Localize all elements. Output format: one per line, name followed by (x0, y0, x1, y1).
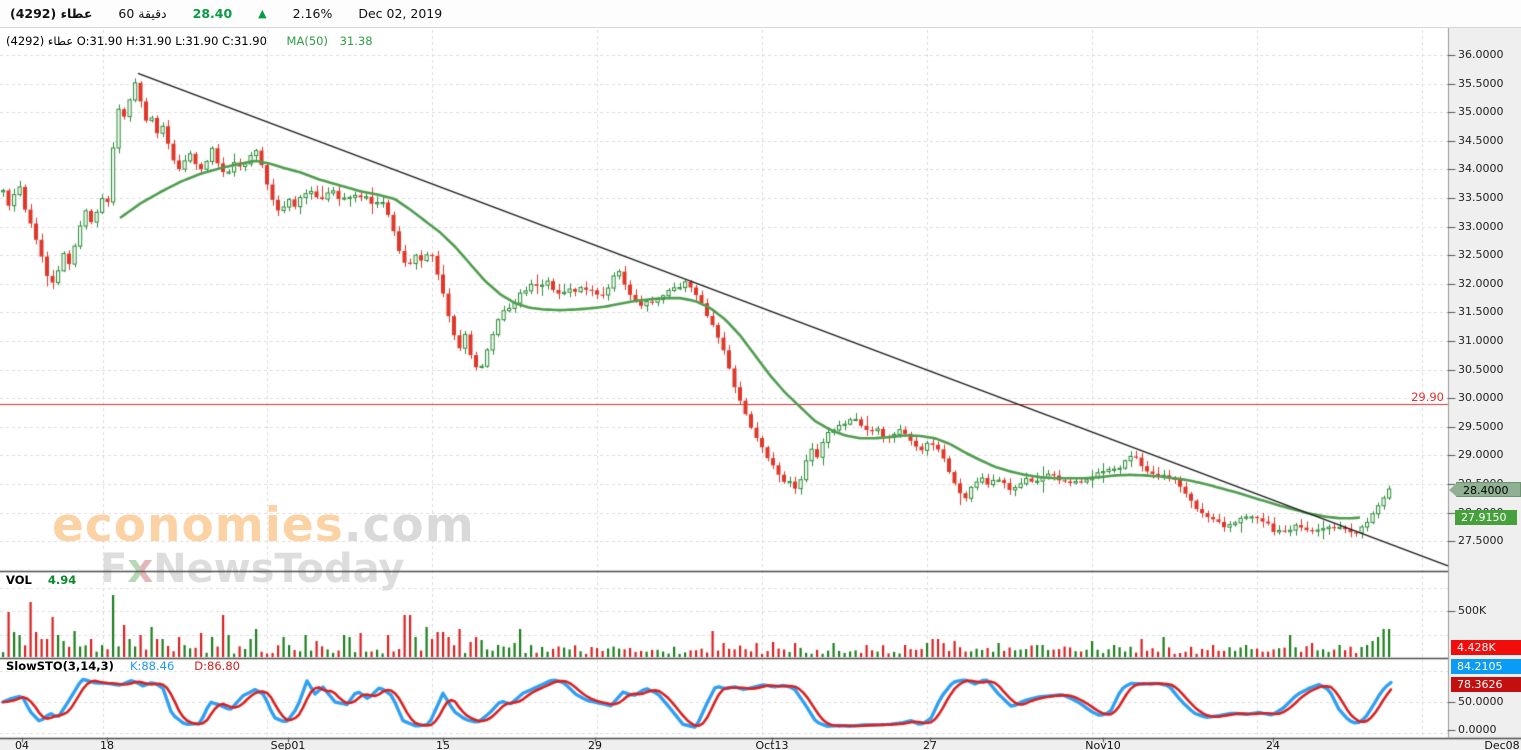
date-label: 27 (923, 739, 937, 750)
volume-axis-label: 500K (1458, 604, 1487, 617)
price-tick-label: 33.0000 (1458, 219, 1504, 233)
date-label: Sep01 (270, 739, 306, 750)
ma-value: 31.38 (339, 34, 373, 48)
support-line-label: 29.90 (1411, 390, 1444, 404)
ma-price-tag: 27.9150 (1455, 510, 1517, 525)
quote-date: Dec 02, 2019 (358, 6, 443, 21)
stochastic-k-value: K:88.46 (129, 659, 175, 673)
volume-label: VOL (6, 573, 32, 587)
date-label: Nov10 (1085, 739, 1121, 750)
price-tick-label: 34.5000 (1458, 133, 1504, 147)
sto-k-tag: 84.2105 (1451, 659, 1521, 674)
price-tick-label: 32.0000 (1458, 276, 1504, 290)
interval-label: 60 دقيقة (118, 6, 167, 21)
price-tick-label: 29.5000 (1458, 419, 1504, 433)
date-label: Oct13 (755, 739, 789, 750)
last-price-tag: 28.4000 (1449, 482, 1521, 497)
stochastic-d-value: D:86.80 (194, 659, 240, 673)
change-percent: 2.16% (292, 6, 333, 21)
date-label: 24 (1266, 739, 1280, 750)
ohlc-info-line: عطاء (4292) O:31.90 H:31.90 L:31.90 C:31… (6, 34, 373, 48)
price-tick-label: 30.0000 (1458, 391, 1504, 405)
date-label: 04 (15, 739, 29, 750)
date-label: 15 (436, 739, 450, 750)
price-tick-label: 33.5000 (1458, 191, 1504, 204)
volume-value: 4.94 (47, 573, 77, 587)
up-arrow-icon: ▲ (258, 7, 267, 20)
price-tick-label: 30.5000 (1458, 362, 1504, 376)
sto-d-tag: 78.3626 (1451, 677, 1521, 692)
price-tick-label: 29.0000 (1458, 448, 1504, 462)
price-tick-label: 27.5000 (1458, 534, 1504, 548)
price-tick-label: 35.0000 (1458, 105, 1504, 119)
stochastic-label: SlowSTO(3,14,3) (6, 659, 114, 673)
volume-pane-header: VOL 4.94 (6, 573, 76, 587)
date-label: 18 (100, 739, 114, 750)
price-tick-label: 36.0000 (1458, 48, 1504, 61)
quote-topbar: عطاء (4292) 60 دقيقة 28.40 ▲ 2.16% Dec 0… (0, 0, 1521, 28)
stochastic-pane-header: SlowSTO(3,14,3) K:88.46 D:86.80 (6, 659, 240, 673)
date-label: 29 (588, 739, 602, 750)
price-tick-label: 34.0000 (1458, 162, 1504, 176)
price-tick-label: 35.5000 (1458, 76, 1504, 90)
ohlc-values: عطاء (4292) O:31.90 H:31.90 L:31.90 C:31… (6, 34, 267, 48)
last-price: 28.40 (192, 6, 233, 21)
price-tick-label: 32.5000 (1458, 248, 1504, 262)
volume-tag: 4.428K (1451, 640, 1521, 655)
ma-label: MA(50) (286, 34, 328, 48)
date-label: Dec08 (1484, 739, 1520, 750)
price-tick-label: 31.5000 (1458, 305, 1504, 319)
price-tick-label: 31.0000 (1458, 334, 1504, 347)
sto-axis-50-label: 50.0000 (1458, 695, 1504, 708)
sto-axis-0-label: 0.0000 (1458, 723, 1497, 736)
symbol-name: عطاء (4292) (10, 6, 93, 21)
